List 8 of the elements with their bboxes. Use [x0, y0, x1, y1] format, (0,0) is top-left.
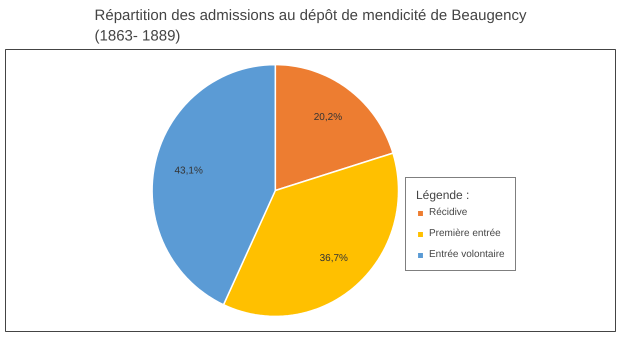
data-label: 20,2% [314, 112, 342, 124]
legend-label: Première entrée [429, 228, 501, 239]
data-label: 36,7% [320, 253, 348, 264]
chart-title: Répartition des admissions au dépôt de mendicité de Beaugency (1863- 1889) [94, 7, 527, 44]
legend-title: Légende : [416, 188, 470, 202]
legend-label: Entrée volontaire [429, 249, 505, 260]
legend-label: Récidive [429, 207, 468, 218]
data-label: 43,1% [174, 166, 203, 177]
